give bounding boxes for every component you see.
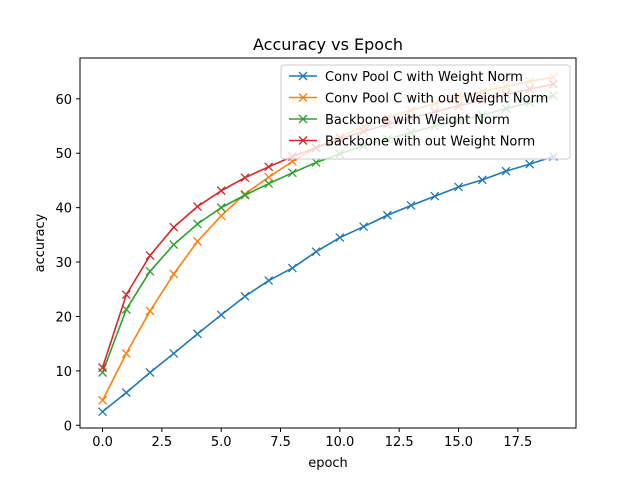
data-point-marker: [240, 291, 250, 301]
y-tick-label: 40: [55, 202, 72, 217]
data-point-marker: [240, 190, 250, 200]
legend-label: Backbone with out Weight Norm: [325, 135, 535, 150]
data-point-marker: [121, 290, 131, 300]
data-point-marker: [216, 211, 226, 221]
data-point-marker: [98, 395, 108, 405]
legend-marker: [298, 93, 308, 102]
plot-frame: [79, 57, 577, 429]
data-point-marker: [359, 222, 369, 232]
data-point-marker: [264, 179, 274, 189]
y-tick-label: 50: [55, 147, 72, 162]
legend-marker: [298, 114, 308, 124]
data-point-marker: [169, 348, 179, 358]
y-tick-label: 20: [55, 310, 72, 325]
x-tick-label: 0.0: [92, 435, 113, 450]
data-point-marker: [145, 306, 155, 316]
data-point-marker: [193, 202, 202, 212]
legend-entry: Backbone with out Weight Norm: [289, 135, 535, 150]
x-tick-label: 7.5: [270, 435, 291, 450]
data-point-marker: [193, 219, 202, 229]
data-point-marker: [264, 172, 274, 182]
data-point-marker: [193, 329, 202, 339]
data-point-marker: [454, 182, 463, 192]
chart-title: Accuracy vs Epoch: [253, 35, 403, 54]
legend-entry: Conv Pool C with out Weight Norm: [289, 92, 548, 107]
data-point-marker: [264, 162, 274, 172]
data-point-marker: [311, 247, 321, 257]
legend-label: Backbone with Weight Norm: [325, 113, 510, 128]
x-tick-label: 5.0: [211, 435, 232, 450]
y-axis-label: accuracy: [33, 213, 48, 272]
x-tick-label: 12.5: [385, 435, 414, 450]
data-point-marker: [121, 348, 131, 358]
data-point-marker: [525, 159, 535, 169]
data-point-marker: [287, 168, 297, 178]
data-point-marker: [382, 210, 392, 220]
x-axis-label: epoch: [308, 456, 348, 471]
x-tick-label: 15.0: [444, 435, 473, 450]
data-point-marker: [335, 233, 345, 243]
data-point-marker: [169, 269, 179, 279]
data-point-marker: [216, 310, 226, 320]
data-point-marker: [477, 175, 487, 185]
data-point-marker: [216, 186, 226, 196]
data-point-marker: [193, 236, 202, 246]
data-point-marker: [430, 191, 440, 201]
data-point-marker: [145, 266, 155, 276]
data-point-marker: [501, 166, 511, 176]
y-tick-label: 10: [55, 365, 72, 380]
x-tick-label: 10.0: [325, 435, 354, 450]
legend-box: [280, 64, 571, 160]
y-tick-label: 60: [55, 93, 72, 108]
x-tick-label: 17.5: [503, 435, 532, 450]
data-point-marker: [121, 304, 131, 314]
data-point-marker: [216, 203, 226, 213]
data-point-marker: [287, 263, 297, 273]
data-point-marker: [311, 158, 321, 167]
data-point-marker: [406, 200, 416, 210]
data-point-marker: [145, 368, 155, 377]
legend-marker: [298, 71, 308, 81]
x-tick-label: 2.5: [152, 435, 173, 450]
data-point-marker: [264, 276, 274, 286]
y-tick-label: 0: [64, 419, 72, 434]
data-point-marker: [98, 407, 108, 417]
data-point-marker: [145, 251, 155, 260]
legend-entry: Backbone with Weight Norm: [289, 113, 510, 128]
legend-entry: Conv Pool C with Weight Norm: [289, 70, 523, 85]
y-tick-label: 30: [55, 256, 72, 271]
axes: 0.0 2.5 5.0 7.5 10.0 12.5 15.0 17.5 0 10 20 30 40 50 6…: [55, 57, 577, 450]
legend-label: Conv Pool C with Weight Norm: [325, 70, 523, 85]
legend-marker: [298, 136, 308, 145]
data-point-marker: [121, 388, 131, 398]
data-point-marker: [169, 222, 179, 232]
data-point-marker: [169, 240, 179, 250]
data-point-marker: [98, 363, 108, 373]
legend: Conv Pool C with Weight Norm Conv Pool C …: [280, 64, 571, 160]
legend-label: Conv Pool C with out Weight Norm: [325, 92, 548, 107]
data-point-marker: [240, 173, 250, 183]
